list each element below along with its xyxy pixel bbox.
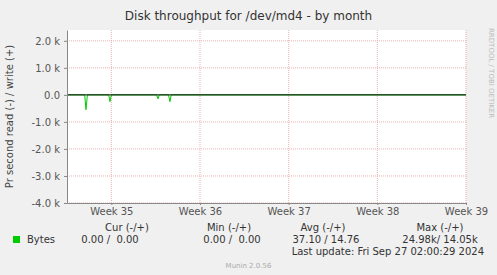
stat-header: Avg (-/+) <box>301 222 346 233</box>
x-tick: Week 36 <box>179 203 222 217</box>
legend: Cur (-/+) Min (-/+) Avg (-/+) Max (-/+) Byte… <box>13 222 484 257</box>
chart: 2.0 k 1.0 k 0.0 -1.0 k -2.0 k -3.0 k -4.0 k Wee… <box>0 0 497 275</box>
plot-marks <box>67 95 466 110</box>
stat-header: Cur (-/+) <box>105 222 149 233</box>
footer: Munin 2.0.56 <box>226 262 272 270</box>
stat-header: Max (-/+) <box>416 222 463 233</box>
y-tick-label: 0.0 <box>44 90 60 101</box>
legend-entry: Bytes <box>27 234 55 245</box>
y-tick-label: -1.0 k <box>32 117 61 128</box>
y-tick-label: 1.0 k <box>35 63 60 74</box>
x-tick: Week 38 <box>356 203 399 217</box>
x-grid-line <box>377 30 378 203</box>
stat-value: 24.98k/ 14.05k <box>402 234 478 245</box>
y-tick-mark <box>64 95 67 96</box>
y-tick: -3.0 k <box>32 171 67 182</box>
y-axis-line <box>67 31 68 204</box>
y-tick-mark <box>64 122 67 123</box>
stat-header: Min (-/+) <box>207 222 251 233</box>
plot-area <box>67 30 466 203</box>
x-tick: Week 35 <box>90 203 133 217</box>
title: Disk throughput for /dev/md4 - by month <box>125 9 372 23</box>
grid <box>67 30 466 203</box>
y-tick-mark <box>64 176 67 177</box>
y-tick: -1.0 k <box>32 117 67 128</box>
y-tick-mark <box>64 203 67 204</box>
stat-value: 37.10 / 14.76 <box>293 234 360 245</box>
x-tick: Week 37 <box>268 203 311 217</box>
y-tick-label: 2.0 k <box>35 36 60 47</box>
x-tick-mark <box>111 203 112 205</box>
y-axis: 2.0 k 1.0 k 0.0 -1.0 k -2.0 k -3.0 k -4.0 k <box>32 31 68 209</box>
x-tick-mark <box>466 203 467 205</box>
y-tick: -2.0 k <box>32 144 67 155</box>
y-tick: 0.0 <box>44 90 67 101</box>
x-grid-line <box>200 30 201 203</box>
x-tick-label: Week 35 <box>90 206 133 217</box>
x-grid-line <box>111 30 112 203</box>
y-tick-label: -4.0 k <box>32 198 61 209</box>
zero-line <box>67 94 466 95</box>
y-tick: 2.0 k <box>35 36 67 47</box>
y-tick: 1.0 k <box>35 63 67 74</box>
y-tick-mark <box>64 149 67 150</box>
stat-value: 0.00 / 0.00 <box>203 234 260 245</box>
y-tick-mark <box>64 68 67 69</box>
y-grid-line <box>67 67 466 68</box>
y-grid-line <box>67 40 466 41</box>
y-axis-title: Pr second read (-) / write (+) <box>4 45 15 188</box>
x-tick-label: Week 36 <box>179 206 222 217</box>
y-tick-label: -3.0 k <box>32 171 61 182</box>
y-grid-line <box>67 148 466 149</box>
background <box>0 0 497 275</box>
y-grid-line <box>67 121 466 122</box>
x-tick-mark <box>289 203 290 205</box>
x-tick: Week 39 <box>445 203 488 217</box>
x-tick-mark <box>200 203 201 205</box>
x-tick-label: Week 38 <box>356 206 399 217</box>
x-grid-line <box>288 30 289 203</box>
x-grid-line <box>466 30 467 203</box>
data-line <box>67 95 466 110</box>
y-grid-line <box>67 203 466 204</box>
x-tick-label: Week 37 <box>268 206 311 217</box>
watermark: RRDTOOL / TOBI OETIKER <box>487 28 495 118</box>
x-tick-label: Week 39 <box>445 206 488 217</box>
stat-value: 0.00 / 0.00 <box>81 234 138 245</box>
last-update: Last update: Fri Sep 27 02:00:29 2024 <box>292 246 484 257</box>
y-grid-line <box>67 175 466 176</box>
x-axis-line <box>68 203 467 204</box>
legend-swatch <box>13 236 20 243</box>
x-tick-mark <box>377 203 378 205</box>
x-axis: Week 35 Week 36 Week 37 Week 38 Week 39 <box>68 203 489 217</box>
y-tick: -4.0 k <box>32 198 67 209</box>
y-tick-mark <box>64 41 67 42</box>
y-tick-label: -2.0 k <box>32 144 61 155</box>
